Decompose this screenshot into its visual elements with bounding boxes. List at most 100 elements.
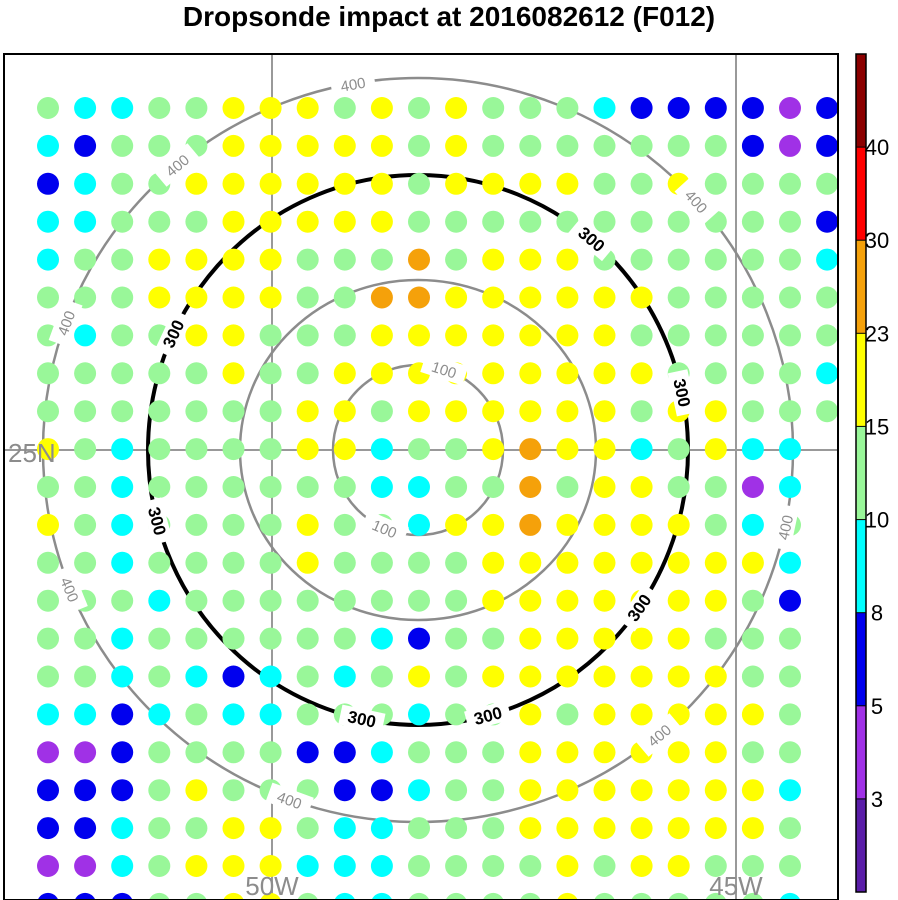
dropsonde-dot [297,892,318,900]
dropsonde-dot [741,589,764,612]
contour-label-bg [153,143,201,187]
dropsonde-dot [630,134,653,157]
dropsonde-dot [408,703,430,726]
dropsonde-dot [556,400,579,423]
dropsonde-dot [370,665,393,688]
dropsonde-dot [408,476,430,498]
dropsonde-dot [630,438,653,461]
dropsonde-dot [37,892,59,900]
dropsonde-dot [333,324,356,347]
dropsonde-dot [185,97,208,119]
dropsonde-dot [111,892,133,900]
dropsonde-dot [37,248,59,271]
dropsonde-dot [445,855,468,877]
dropsonde-dot [593,134,616,157]
dropsonde-dot [482,248,505,271]
dropsonde-dot [482,438,505,461]
dropsonde-dot [185,703,208,726]
dropsonde-dot [111,362,134,385]
dropsonde-dot [667,210,690,233]
dropsonde-dot [148,779,171,802]
dropsonde-dot [408,134,430,157]
dropsonde-dot [630,362,653,385]
colorbar-segment [856,147,866,241]
dropsonde-dot [630,210,653,233]
colorbar-tick-label: 15 [865,414,889,439]
contour-label-bg [52,565,88,614]
dropsonde-dot [704,779,727,802]
dropsonde-dot [779,134,801,157]
dropsonde-dot [37,855,59,877]
dropsonde-dot [816,362,838,385]
dropsonde-dot [333,741,356,764]
dropsonde-dot [667,134,690,157]
dropsonde-dot [222,741,245,764]
dropsonde-dot [37,779,59,802]
dropsonde-dot [556,627,579,650]
dropsonde-dot [148,703,171,726]
dropsonde-dot [185,817,208,840]
dropsonde-dot [445,248,468,271]
dropsonde-dot [148,248,171,271]
dropsonde-dot [333,438,356,461]
dropsonde-dot [148,438,171,461]
colorbar-segment [856,519,866,613]
dropsonde-dot [148,134,171,157]
dropsonde-dot [74,476,97,498]
dropsonde-dot [816,286,838,309]
dropsonde-dot [482,551,505,574]
dropsonde-dot [556,476,579,498]
longitude-label: 45W [709,871,763,900]
dropsonde-dot [593,400,616,423]
dropsonde-dot [741,665,764,688]
dropsonde-dot [593,324,616,347]
dropsonde-dot [704,248,727,271]
dropsonde-dot [111,627,134,650]
dropsonde-dot [408,855,430,877]
dropsonde-dot [185,286,208,309]
dropsonde-dot [631,892,652,900]
dropsonde-dot [259,513,282,536]
dropsonde-dot [445,210,468,233]
dropsonde-dot [741,627,764,650]
dropsonde-dot [333,172,356,195]
dropsonde-dot [556,589,579,612]
contour-label-bg [360,510,409,547]
dropsonde-dot [408,665,430,688]
dropsonde-dot [370,134,393,157]
colorbar-segment [856,705,866,799]
dropsonde-dot [445,817,468,840]
contour-label-bg [141,497,173,546]
dropsonde-dot [667,97,690,119]
dropsonde-dot [519,286,542,309]
dropsonde-dot [482,134,505,157]
dropsonde-dot [556,134,579,157]
dropsonde-dot [222,513,245,536]
dropsonde-dot [333,97,356,119]
dropsonde-dot [667,627,690,650]
dropsonde-dot [37,589,59,612]
dropsonde-dot [445,286,468,309]
colorbar-segment [856,612,866,706]
dropsonde-dot [148,741,171,764]
dropsonde-dot [816,248,838,271]
dropsonde-dot [519,703,542,726]
dropsonde-dot [222,362,245,385]
dropsonde-dot [333,400,356,423]
dropsonde-dot [556,438,579,461]
dropsonde-dot [148,551,171,574]
dropsonde-dot [111,551,134,574]
dropsonde-dot [445,892,467,900]
dropsonde-dot [593,286,616,309]
contour-label-bg [338,704,386,734]
dropsonde-dot [111,97,134,119]
dropsonde-dot [148,400,171,423]
dropsonde-dot [370,551,393,574]
colorbar-tick-label: 5 [871,694,883,719]
dropsonde-dot [593,589,616,612]
dropsonde-dot [185,400,208,423]
dropsonde-dot [370,324,393,347]
dropsonde-dot [667,741,690,764]
dropsonde-dot [667,551,690,574]
dropsonde-dot [222,324,245,347]
